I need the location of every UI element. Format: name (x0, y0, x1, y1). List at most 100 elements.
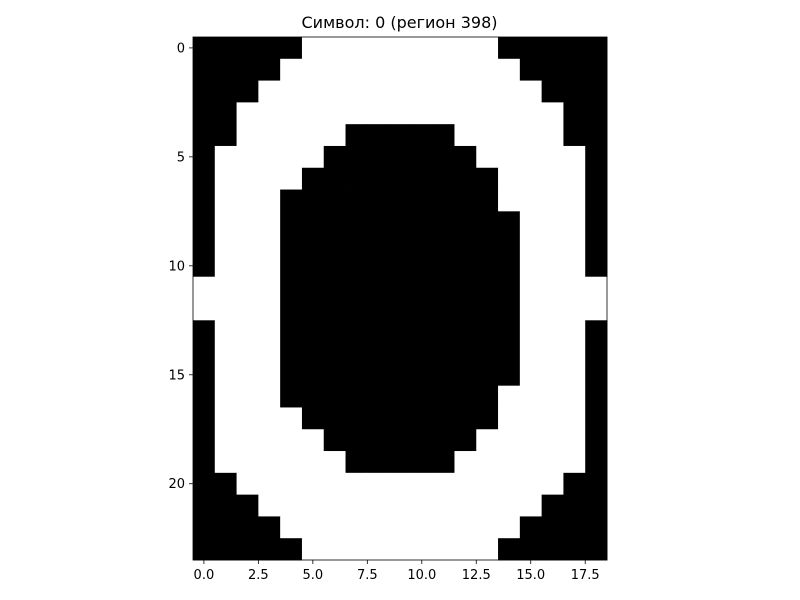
heatmap-cell (193, 494, 216, 517)
heatmap-cell (301, 211, 325, 234)
heatmap-cell (193, 189, 216, 212)
heatmap-cell (214, 167, 237, 190)
heatmap-cell (301, 276, 325, 299)
heatmap-cell (476, 102, 499, 125)
heatmap-cell (345, 494, 368, 517)
heatmap-cell (214, 102, 237, 125)
heatmap-cell (280, 145, 303, 169)
heatmap-cell (563, 429, 586, 452)
heatmap-cell (454, 211, 477, 234)
heatmap-cell (301, 233, 325, 256)
heatmap-cell (236, 538, 259, 561)
heatmap-cell (585, 211, 608, 234)
heatmap-cell (367, 211, 390, 234)
heatmap-cell (476, 429, 499, 452)
heatmap-cell (193, 429, 216, 452)
heatmap-cell (454, 494, 477, 517)
heatmap-cell (585, 298, 608, 321)
heatmap-cell (410, 429, 434, 452)
heatmap-cell (432, 58, 455, 81)
heatmap-cell (323, 189, 346, 212)
heatmap-cell (432, 80, 455, 103)
heatmap-cell (410, 124, 434, 147)
heatmap-cell (410, 145, 434, 169)
heatmap-cell (280, 385, 303, 408)
heatmap-cell (519, 451, 543, 474)
heatmap-cell (410, 538, 434, 561)
heatmap-cell (323, 516, 346, 539)
heatmap-cell (258, 363, 281, 387)
heatmap-cell (476, 167, 499, 190)
heatmap-cell (454, 538, 477, 561)
heatmap-cell (345, 298, 368, 321)
heatmap-cell (585, 37, 608, 60)
heatmap-cell (280, 233, 303, 256)
heatmap-cell (541, 276, 564, 299)
heatmap-cell (410, 363, 434, 387)
heatmap-cell (454, 363, 477, 387)
heatmap-cell (280, 320, 303, 343)
heatmap-cell (193, 167, 216, 190)
heatmap-cell (236, 298, 259, 321)
heatmap-cell (193, 516, 216, 539)
heatmap-cell (193, 254, 216, 278)
heatmap-cell (323, 363, 346, 387)
heatmap-cell (563, 37, 586, 60)
heatmap-cell (541, 407, 564, 430)
heatmap-cell (519, 429, 543, 452)
heatmap-cell (432, 167, 455, 190)
y-tick-label: 10 (168, 259, 185, 274)
heatmap-cell (498, 58, 521, 81)
heatmap-cell (367, 145, 390, 169)
heatmap-cell (236, 102, 259, 125)
heatmap-cell (498, 472, 521, 496)
heatmap-cell (563, 233, 586, 256)
heatmap-cell (454, 80, 477, 103)
heatmap-cell (236, 233, 259, 256)
heatmap-cell (367, 429, 390, 452)
heatmap-cell (432, 451, 455, 474)
heatmap-cell (519, 407, 543, 430)
heatmap-cell (280, 342, 303, 365)
heatmap-cell (301, 494, 325, 517)
heatmap-cell (193, 407, 216, 430)
heatmap-cell (236, 276, 259, 299)
heatmap-cell (323, 276, 346, 299)
heatmap-cell (345, 211, 368, 234)
heatmap-cell (476, 80, 499, 103)
heatmap-cell (541, 320, 564, 343)
heatmap-cell (345, 167, 368, 190)
heatmap-cell (214, 276, 237, 299)
heatmap-cell (410, 58, 434, 81)
heatmap-cell (585, 167, 608, 190)
x-tick-label: 5.0 (302, 568, 323, 583)
heatmap-cell (323, 298, 346, 321)
heatmap-cell (432, 145, 455, 169)
heatmap-cell (541, 538, 564, 561)
heatmap-cell (563, 80, 586, 103)
heatmap-cell (367, 407, 390, 430)
heatmap-cell (585, 451, 608, 474)
heatmap-cell (476, 472, 499, 496)
heatmap-cell (454, 124, 477, 147)
heatmap-cell (432, 233, 455, 256)
heatmap-cell (541, 254, 564, 278)
heatmap-cell (519, 276, 543, 299)
heatmap-cell (563, 494, 586, 517)
heatmap-cell (236, 211, 259, 234)
heatmap-cell (498, 429, 521, 452)
heatmap-cell (519, 298, 543, 321)
heatmap-cell (585, 429, 608, 452)
heatmap-cell (541, 167, 564, 190)
heatmap-cell (541, 342, 564, 365)
heatmap-cell (280, 80, 303, 103)
heatmap-cell (541, 516, 564, 539)
x-tick-label: 10.0 (407, 568, 436, 583)
heatmap-cell (367, 342, 390, 365)
heatmap-cell (563, 102, 586, 125)
heatmap-cell (301, 254, 325, 278)
heatmap-cell (432, 516, 455, 539)
heatmap-cell (323, 233, 346, 256)
heatmap-cell (498, 451, 521, 474)
